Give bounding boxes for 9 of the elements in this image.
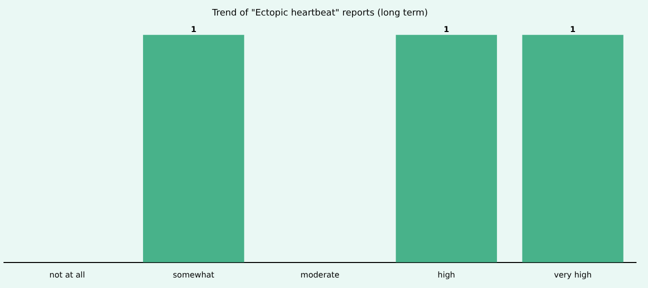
x-tick-label: not at all (49, 270, 85, 280)
data-label: 1 (444, 24, 450, 34)
x-tick-label: moderate (300, 270, 340, 280)
data-label: 1 (190, 24, 197, 34)
data-label: 1 (570, 24, 576, 34)
x-tick-label: high (438, 270, 456, 280)
x-tick-label: somewhat (172, 270, 214, 280)
x-tick-label: very high (554, 270, 592, 280)
chart-title: Trend of "Ectopic heartbeat" reports (long term) (211, 8, 428, 19)
